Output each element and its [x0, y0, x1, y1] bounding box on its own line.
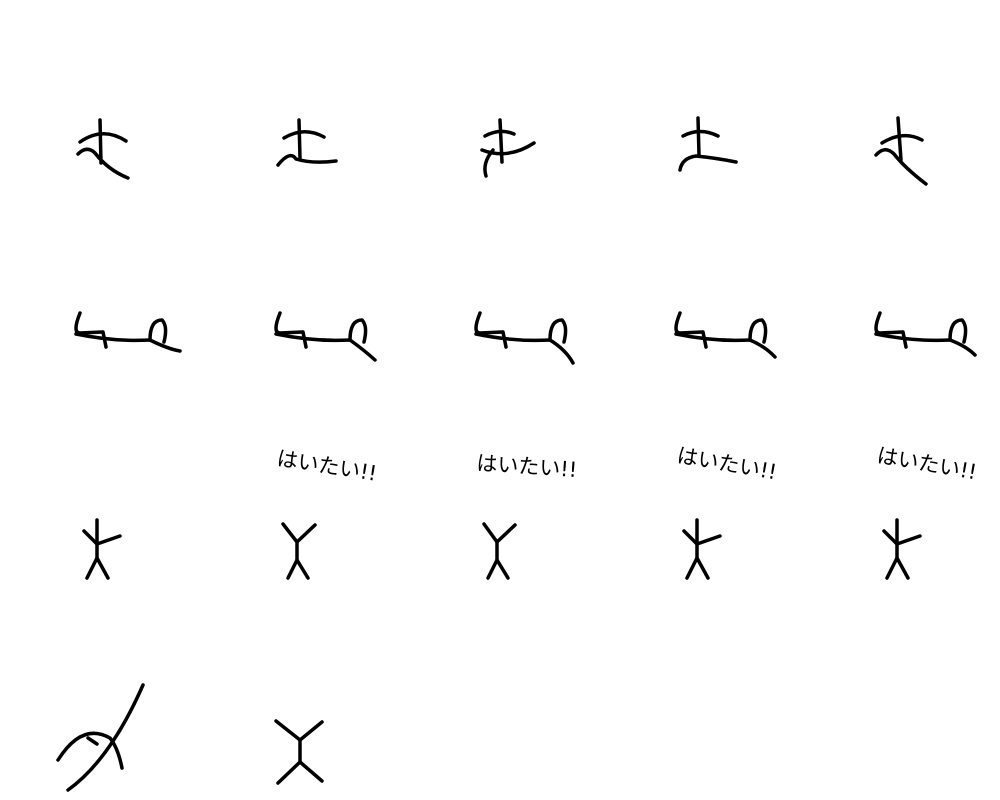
wave-stroke-icon	[674, 311, 777, 359]
caption-text-4: はいたい!!	[875, 443, 978, 484]
stick-figure-icon	[274, 719, 324, 785]
character-scribble-icon	[276, 118, 338, 167]
caption-text-1: はいたい!!	[275, 446, 378, 485]
character-scribble-icon	[480, 118, 536, 178]
wave-stroke-icon	[874, 311, 977, 357]
character-scribble-icon	[678, 116, 738, 172]
curve-figure-icon	[56, 683, 145, 792]
wave-stroke-icon	[474, 311, 575, 365]
stick-figure-icon	[682, 518, 722, 580]
character-scribble-icon	[874, 116, 928, 186]
stick-figure-icon	[82, 518, 122, 580]
caption-text-3: はいたい!!	[675, 443, 778, 484]
wave-stroke-icon	[74, 311, 182, 353]
caption-text-2: はいたい!!	[476, 451, 578, 482]
stick-figure-icon	[482, 522, 517, 580]
character-scribble-icon	[76, 118, 130, 180]
stick-figure-icon	[882, 518, 922, 580]
wave-stroke-icon	[274, 311, 377, 362]
stick-figure-icon	[281, 522, 317, 580]
